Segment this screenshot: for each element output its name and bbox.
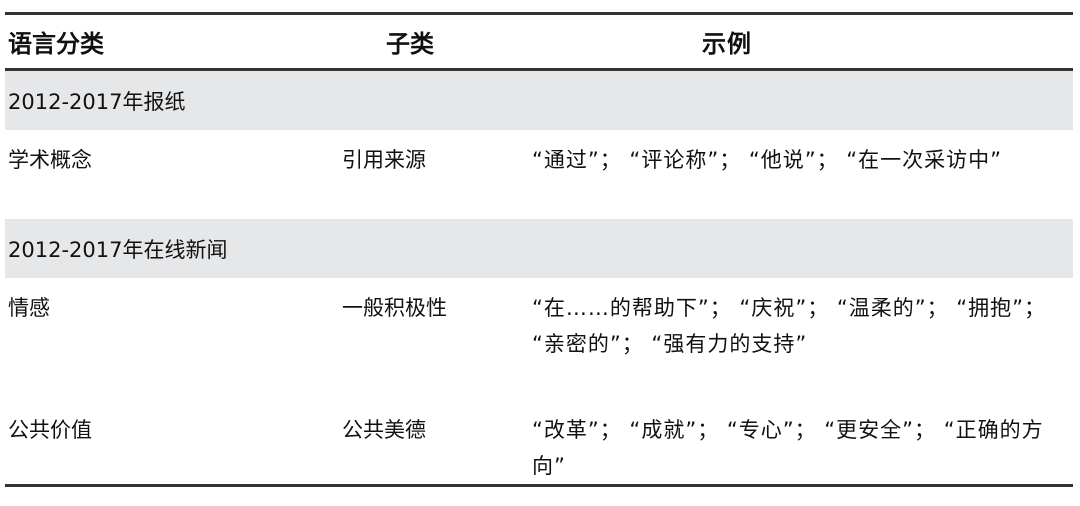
header-subcategory: 子类 (386, 30, 434, 58)
table-row: 学术概念 引用来源 “通过”； “评论称”； “他说”； “在一次采访中” (5, 130, 1073, 219)
cell-category: 学术概念 (8, 148, 92, 172)
table-row: 公共价值 公共美德 “改革”； “成就”； “专心”； “更安全”； “正确的方… (5, 400, 1073, 487)
cell-examples: “通过”； “评论称”； “他说”； “在一次采访中” (532, 148, 1003, 172)
cell-subcategory: 一般积极性 (342, 296, 447, 320)
table-row: 情感 一般积极性 “在……的帮助下”； “庆祝”； “温柔的”； “拥抱”； “… (5, 278, 1073, 400)
header-category: 语言分类 (8, 30, 104, 58)
cell-subcategory: 引用来源 (342, 148, 426, 172)
table-header: 语言分类 子类 示例 (5, 12, 1073, 71)
cell-category: 公共价值 (8, 418, 92, 442)
cell-examples: “改革”； “成就”； “专心”； “更安全”； “正确的方向” (532, 418, 1044, 478)
header-examples: 示例 (702, 30, 752, 58)
data-table: 语言分类 子类 示例 2012-2017年报纸 学术概念 引用来源 “通过”； … (5, 12, 1073, 487)
cell-category: 情感 (8, 296, 50, 320)
cell-examples: “在……的帮助下”； “庆祝”； “温柔的”； “拥抱”； “亲密的”； “强有… (532, 296, 1047, 356)
section-row: 2012-2017年报纸 (5, 71, 1073, 130)
cell-subcategory: 公共美德 (342, 418, 426, 442)
section-row: 2012-2017年在线新闻 (5, 219, 1073, 278)
